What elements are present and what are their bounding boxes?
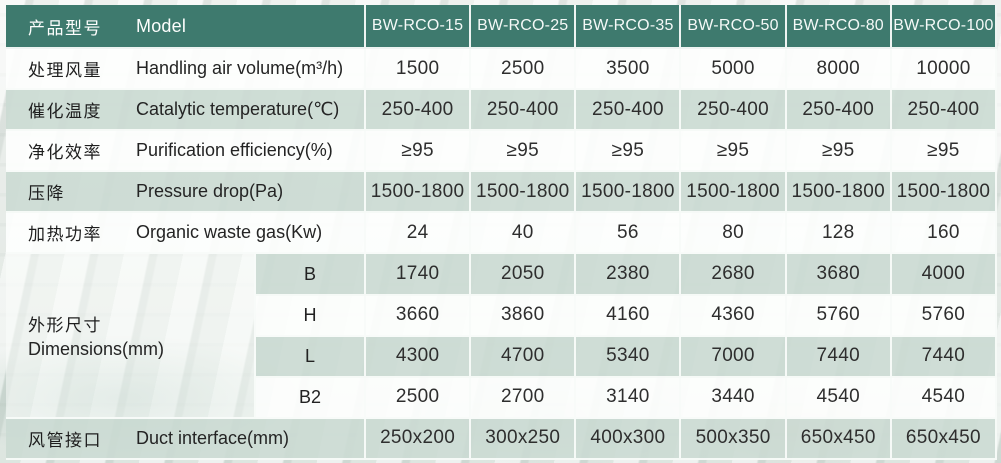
spec-value-cell: 24: [366, 213, 472, 255]
spec-value-cell: 1500: [366, 49, 472, 91]
row-label-en: Catalytic temperature(℃): [136, 99, 340, 120]
spec-value-cell: ≥95: [891, 131, 997, 173]
row-label-cn: 风管接口: [28, 430, 102, 450]
spec-value-cell: 2700: [471, 377, 577, 419]
spec-value-cell: 250-400: [681, 90, 787, 132]
spec-value-cell: 10000: [891, 49, 997, 91]
spec-value-cell: 250-400: [576, 90, 682, 132]
spec-value-cell: 1500-1800: [576, 172, 682, 214]
spec-value-cell: 1500-1800: [891, 172, 997, 214]
spec-value-cell: 5340: [576, 336, 682, 378]
row-label-cn: 加热功率: [28, 225, 102, 245]
spec-value-cell: 3440: [681, 377, 787, 419]
row-label-en: Pressure drop(Pa): [136, 181, 284, 202]
spec-value-cell: 650x450: [891, 418, 997, 460]
row-label-air-volume: 处理风量 Handling air volume(m³/h): [6, 49, 366, 91]
spec-value-cell: 5760: [891, 295, 997, 337]
row-label-purification-efficiency: 净化效率 Purification efficiency(%): [6, 131, 366, 173]
spec-value-cell: 56: [576, 213, 682, 255]
model-header-label-cn: 产品型号: [28, 18, 102, 38]
spec-value-cell: 500x350: [681, 418, 787, 460]
dimensions-label-cn: 外形尺寸: [28, 316, 102, 336]
model-column-header: BW-RCO-50: [681, 5, 787, 49]
row-label-en: Duct interface(mm): [136, 427, 290, 448]
row-label-en: Handling air volume(m³/h): [136, 58, 344, 79]
spec-value-cell: 2050: [471, 254, 577, 296]
model-column-header: BW-RCO-80: [786, 5, 892, 49]
spec-value-cell: 650x450: [786, 418, 892, 460]
dimensions-label: 外形尺寸 Dimensions(mm): [28, 311, 164, 360]
spec-value-cell: 3860: [471, 295, 577, 337]
spec-value-cell: 300x250: [471, 418, 577, 460]
spec-value-cell: 1740: [366, 254, 472, 296]
row-label-en: Purification efficiency(%): [136, 140, 333, 161]
spec-value-cell: 250-400: [366, 90, 472, 132]
spec-value-cell: 4160: [576, 295, 682, 337]
model-column-header: BW-RCO-100: [891, 5, 997, 49]
spec-value-cell: 250x200: [366, 418, 472, 460]
row-label-cn: 压降: [28, 184, 65, 204]
spec-value-cell: 2680: [681, 254, 787, 296]
spec-value-cell: 7440: [891, 336, 997, 378]
spec-value-cell: 4700: [471, 336, 577, 378]
spec-value-cell: ≥95: [576, 131, 682, 173]
spec-value-cell: 3660: [366, 295, 472, 337]
spec-value-cell: 40: [471, 213, 577, 255]
spec-value-cell: 250-400: [786, 90, 892, 132]
row-label-heating-power: 加热功率 Organic waste gas(Kw): [6, 213, 366, 255]
dimension-sublabel-B2: B2: [256, 377, 366, 419]
spec-value-cell: 1500-1800: [366, 172, 472, 214]
product-spec-table: 产品型号 Model BW-RCO-15 BW-RCO-25 BW-RCO-35…: [6, 5, 997, 460]
dimensions-label-en: Dimensions(mm): [28, 339, 165, 360]
row-label-pressure-drop: 压降 Pressure drop(Pa): [6, 172, 366, 214]
spec-value-cell: 5760: [786, 295, 892, 337]
dimension-sublabel-H: H: [256, 295, 366, 337]
spec-value-cell: 4360: [681, 295, 787, 337]
spec-value-cell: ≥95: [471, 131, 577, 173]
spec-value-cell: 1500-1800: [471, 172, 577, 214]
spec-value-cell: 400x300: [576, 418, 682, 460]
spec-value-cell: 4300: [366, 336, 472, 378]
spec-value-cell: 160: [891, 213, 997, 255]
model-header-label-cell: 产品型号 Model: [6, 5, 366, 49]
model-header-label-en: Model: [136, 15, 187, 36]
spec-value-cell: 8000: [786, 49, 892, 91]
dimension-sublabel-L: L: [256, 336, 366, 378]
spec-value-cell: ≥95: [786, 131, 892, 173]
spec-value-cell: 4540: [786, 377, 892, 419]
spec-value-cell: ≥95: [681, 131, 787, 173]
row-label-cn: 净化效率: [28, 143, 102, 163]
model-column-header: BW-RCO-15: [366, 5, 472, 49]
spec-value-cell: 3680: [786, 254, 892, 296]
row-label-en: Organic waste gas(Kw): [136, 222, 323, 243]
spec-value-cell: 250-400: [891, 90, 997, 132]
dimension-sublabel-B: B: [256, 254, 366, 296]
spec-value-cell: 250-400: [471, 90, 577, 132]
model-column-header: BW-RCO-25: [471, 5, 577, 49]
spec-value-cell: 1500-1800: [786, 172, 892, 214]
spec-value-cell: 7440: [786, 336, 892, 378]
spec-value-cell: 2500: [471, 49, 577, 91]
spec-value-cell: 4000: [891, 254, 997, 296]
spec-value-cell: 128: [786, 213, 892, 255]
spec-value-cell: 7000: [681, 336, 787, 378]
spec-value-cell: 2500: [366, 377, 472, 419]
row-label-duct-interface: 风管接口 Duct interface(mm): [6, 418, 366, 460]
spec-value-cell: 2380: [576, 254, 682, 296]
row-label-cn: 催化温度: [28, 102, 102, 122]
spec-value-cell: 4540: [891, 377, 997, 419]
spec-value-cell: 80: [681, 213, 787, 255]
row-label-cn: 处理风量: [28, 61, 102, 81]
dimensions-label-cell: 外形尺寸 Dimensions(mm): [6, 254, 256, 419]
spec-value-cell: ≥95: [366, 131, 472, 173]
spec-value-cell: 3140: [576, 377, 682, 419]
model-column-header: BW-RCO-35: [576, 5, 682, 49]
row-label-catalytic-temperature: 催化温度 Catalytic temperature(℃): [6, 90, 366, 132]
spec-value-cell: 5000: [681, 49, 787, 91]
spec-value-cell: 3500: [576, 49, 682, 91]
spec-value-cell: 1500-1800: [681, 172, 787, 214]
